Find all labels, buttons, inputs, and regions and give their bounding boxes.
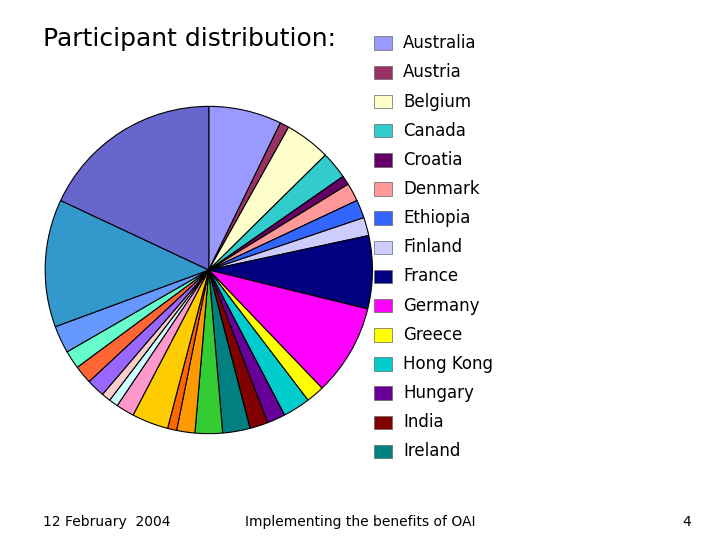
Text: Denmark: Denmark: [403, 180, 480, 198]
Wedge shape: [209, 218, 369, 270]
Wedge shape: [102, 270, 209, 400]
Wedge shape: [209, 155, 343, 270]
Text: Australia: Australia: [403, 34, 477, 52]
Wedge shape: [55, 270, 209, 352]
Wedge shape: [176, 270, 209, 433]
Wedge shape: [133, 270, 209, 428]
Wedge shape: [209, 127, 325, 270]
Wedge shape: [67, 270, 209, 367]
Wedge shape: [77, 270, 209, 382]
Wedge shape: [209, 200, 364, 270]
Wedge shape: [117, 270, 209, 415]
Wedge shape: [209, 123, 289, 270]
Text: Finland: Finland: [403, 238, 462, 256]
Text: Belgium: Belgium: [403, 92, 472, 111]
Text: Croatia: Croatia: [403, 151, 463, 169]
Wedge shape: [209, 184, 357, 270]
Text: Implementing the benefits of OAI: Implementing the benefits of OAI: [245, 515, 475, 529]
Wedge shape: [209, 270, 250, 433]
Wedge shape: [168, 270, 209, 430]
Wedge shape: [209, 270, 268, 428]
Wedge shape: [195, 270, 222, 434]
Text: 4: 4: [683, 515, 691, 529]
Text: Ireland: Ireland: [403, 442, 461, 461]
Wedge shape: [209, 270, 368, 388]
Wedge shape: [60, 106, 209, 270]
Wedge shape: [209, 177, 348, 270]
Wedge shape: [209, 235, 372, 309]
Text: Hong Kong: Hong Kong: [403, 355, 493, 373]
Text: Germany: Germany: [403, 296, 480, 315]
Text: Greece: Greece: [403, 326, 462, 344]
Wedge shape: [45, 200, 209, 327]
Wedge shape: [209, 270, 284, 423]
Text: Participant distribution:: Participant distribution:: [43, 27, 336, 51]
Wedge shape: [209, 270, 308, 415]
Text: Ethiopia: Ethiopia: [403, 209, 471, 227]
Text: Hungary: Hungary: [403, 384, 474, 402]
Wedge shape: [209, 270, 322, 400]
Text: Austria: Austria: [403, 63, 462, 82]
Text: 12 February  2004: 12 February 2004: [43, 515, 171, 529]
Text: France: France: [403, 267, 459, 286]
Wedge shape: [89, 270, 209, 394]
Wedge shape: [209, 106, 280, 270]
Wedge shape: [109, 270, 209, 406]
Text: India: India: [403, 413, 444, 431]
Text: Canada: Canada: [403, 122, 466, 140]
